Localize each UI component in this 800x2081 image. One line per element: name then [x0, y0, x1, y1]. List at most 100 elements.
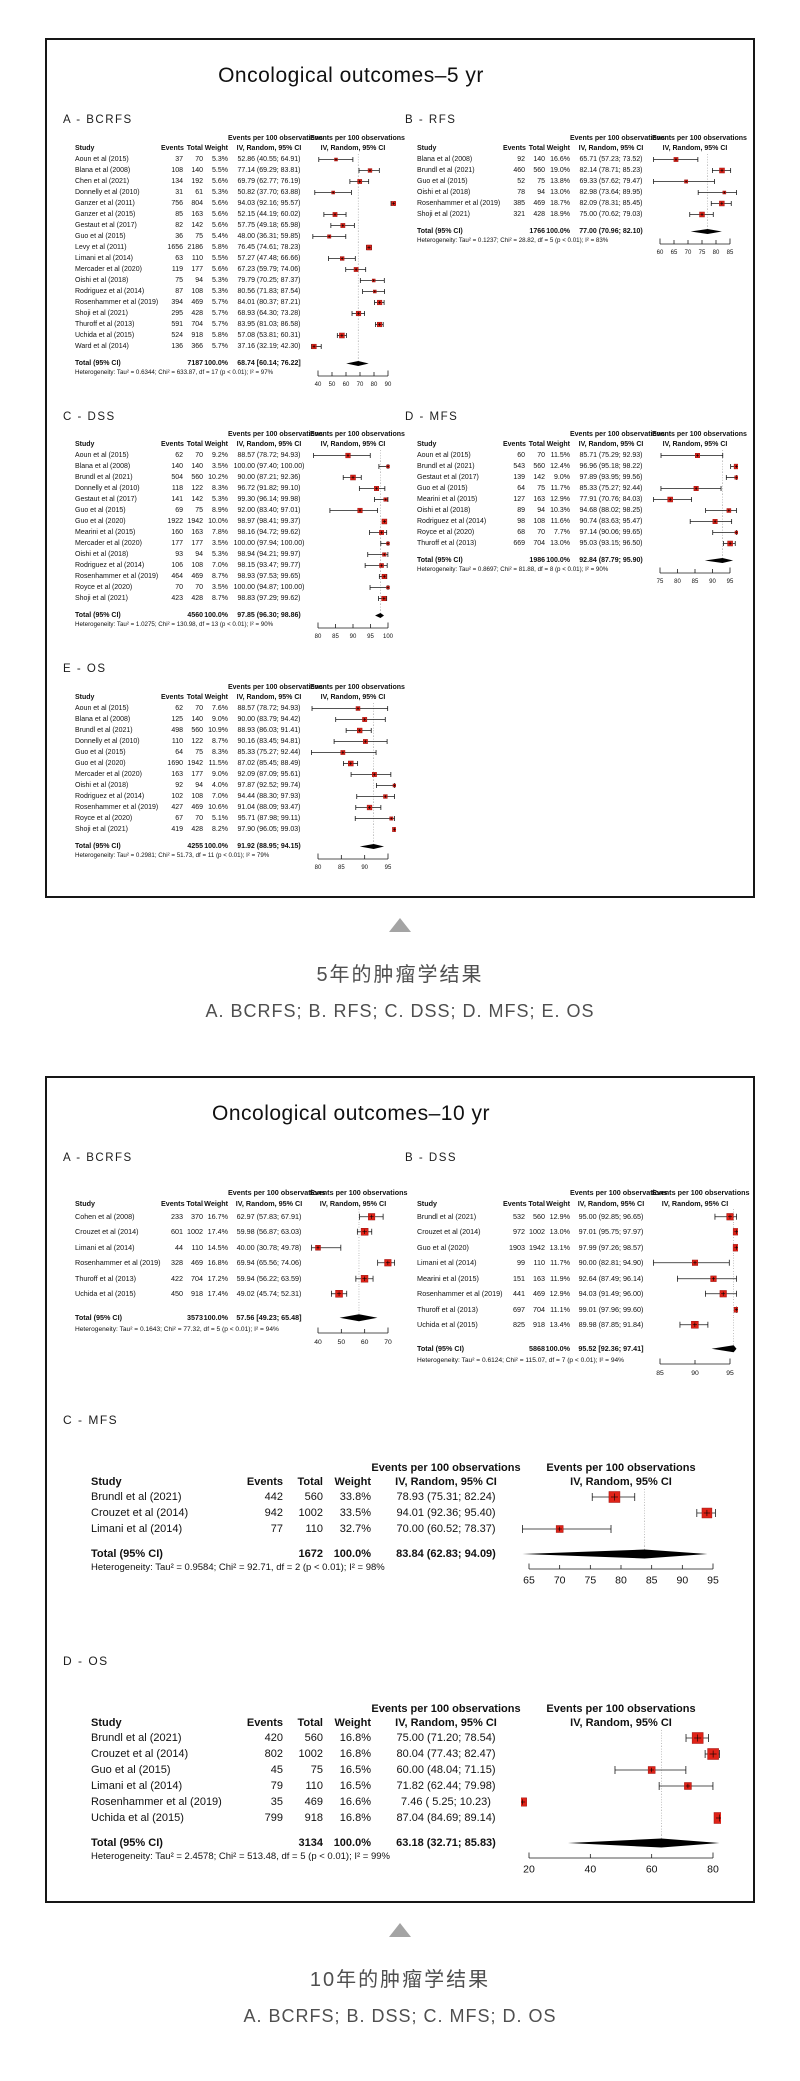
forest-row-plot [732, 1239, 738, 1256]
column-header-events: Events [246, 1717, 283, 1730]
plot-cell [310, 790, 396, 802]
weight-value: 5.3% [212, 276, 228, 284]
study-name: Guo et al (2020) [75, 759, 126, 767]
study-name: Chen et al (2021) [75, 177, 130, 185]
study-name: Rosenhammer et al (2019) [75, 573, 159, 581]
svg-text:85: 85 [727, 250, 734, 256]
column-group-header: Events per 100 observations [546, 1461, 696, 1474]
events-value: 498 [171, 726, 183, 734]
weight-value: 5.7% [212, 298, 228, 306]
svg-text:65: 65 [671, 250, 678, 256]
total-value: 1002 [187, 1227, 203, 1237]
ci-text: 79.79 (70.25; 87.37) [237, 276, 301, 284]
forest-row: Shoji et al (2021) 321 428 18.9% 75.00 (70.6… [417, 208, 741, 220]
forest-summary-plot [567, 1835, 720, 1848]
heterogeneity-text: Heterogeneity: Tau² = 0.6344; Chi² = 633… [75, 368, 274, 376]
column-group-header: Events per 100 observations [228, 134, 323, 142]
column-header-ci-plot: IV, Random, 95% CI [320, 441, 386, 449]
total-value: 469 [191, 803, 203, 811]
weight-value: 3.5% [212, 540, 228, 548]
events-value: 45 [270, 1764, 283, 1777]
column-header-ci: IV, Random, 95% CI [236, 144, 302, 152]
axis-cell: 85 90 95 [652, 1357, 738, 1383]
study-name: Shoji et al (2021) [75, 595, 128, 603]
forest-row [91, 1537, 741, 1546]
forest-row-plot [356, 1224, 373, 1240]
summary-diamond [522, 1549, 708, 1559]
forest-row: Thuroff et al (2013) 591 704 5.7% 83.95 (81.… [75, 318, 399, 330]
column-group-header: Events per 100 observations [652, 1188, 750, 1198]
forest-row: Ganzer et al (2011) 756 804 5.6% 94.03 (92.1… [75, 197, 399, 209]
study-name: Aoun et al (2015) [75, 452, 129, 460]
column-header-total: Total [528, 441, 545, 449]
plot-cell [521, 1794, 721, 1811]
total-value: 177 [191, 265, 203, 273]
study-name: Aoun et al (2015) [417, 452, 471, 460]
forest-summary-plot [522, 1545, 708, 1559]
plot-cell [310, 1255, 396, 1271]
figure-title-10yr: Oncological outcomes–10 yr [212, 1101, 490, 1125]
forest-summary-plot [339, 1310, 378, 1322]
svg-text:70: 70 [384, 1338, 392, 1345]
study-name: Rosenhammer et al (2019) [75, 298, 159, 306]
plot-cell [652, 1286, 738, 1302]
study-name: Blana et al (2008) [75, 715, 131, 723]
column-header-study: Study [75, 441, 95, 449]
study-name: Guo et al (2020) [75, 518, 126, 526]
plot-cell [310, 230, 396, 242]
panel-grid-10yr: A - BCRFS Events per 100 observations Even… [61, 1150, 750, 1383]
events-value: 160 [171, 529, 183, 537]
study-name: Limani et al (2014) [75, 1242, 135, 1252]
total-label: Total (95% CI) [91, 1837, 163, 1850]
forest-row: Aoun et al (2015) 62 70 7.6% 88.57 (78.72; 9… [75, 702, 399, 714]
total-value: 918 [191, 1289, 203, 1299]
weight-value: 16.5% [339, 1764, 371, 1777]
forest-row: Crouzet et al (2014) 601 1002 17.4% 59.98 (5… [75, 1224, 399, 1240]
study-name: Rosenhammer et al (2019) [91, 1796, 222, 1809]
weight-value: 5.6% [212, 210, 228, 218]
forest-row-plot [378, 461, 390, 473]
events-value: 441 [513, 1289, 525, 1299]
column-group-header: Events per 100 observations [570, 134, 665, 142]
weight-value: 32.7% [339, 1523, 371, 1536]
total-value: 177 [191, 540, 203, 548]
total-value: 140 [191, 463, 203, 471]
svg-text:80: 80 [713, 250, 720, 256]
ci-text: 75.00 (70.62; 79.03) [579, 210, 643, 218]
forest-row-plot [342, 472, 381, 484]
forest-row-plot [336, 329, 359, 341]
events-value: 82 [175, 221, 183, 229]
study-name: Blana et al (2008) [75, 463, 131, 471]
plot-cell [310, 153, 396, 165]
events-value: 37 [175, 155, 183, 163]
events-value: 825 [513, 1320, 525, 1330]
svg-text:100: 100 [383, 634, 394, 640]
forest-row: Rosenhammer et al (2019) 427 469 10.6% 91.04… [75, 801, 399, 813]
plot-cell [521, 1746, 721, 1763]
weight-value: 12.9% [550, 496, 570, 504]
forest-row-plot [677, 1270, 737, 1287]
svg-text:95: 95 [367, 634, 374, 640]
forest-row: Oishi et al (2018) 92 94 4.0% 97.87 (92.52; … [75, 779, 399, 791]
svg-text:95: 95 [727, 579, 734, 585]
weight-value: 10.2% [208, 474, 228, 482]
weight-value: 5.6% [212, 265, 228, 273]
forest-row [75, 834, 399, 841]
study-name: Gestaut et al (2017) [75, 496, 137, 504]
forest-row-plot [314, 186, 359, 198]
total-value: 704 [191, 320, 203, 328]
total-label: Total (95% CI) [417, 557, 463, 565]
ref-line-segment [357, 351, 359, 358]
weight-value: 18.7% [550, 199, 570, 207]
caption-title-5yr: 5年的肿瘤学结果 [316, 963, 484, 986]
forest-row-plot [367, 549, 389, 561]
forest-table: Events per 100 observations Events per 10… [61, 133, 405, 393]
forest-row: Uchida et al (2015) 799 918 16.8% 87.04 (84.… [91, 1810, 741, 1827]
study-name: Mearini et al (2015) [417, 1273, 479, 1283]
weight-value: 9.0% [212, 715, 228, 723]
figure-content-5yr: A - BCRFS Events per 100 observations Even… [61, 112, 747, 876]
forest-row-plot [358, 483, 386, 495]
heterogeneity-text: Heterogeneity: Tau² = 0.6124; Chi² = 115… [417, 1356, 625, 1364]
ci-text: 90.74 (83.63; 95.47) [579, 518, 643, 526]
weight-value: 12.4% [550, 463, 570, 471]
